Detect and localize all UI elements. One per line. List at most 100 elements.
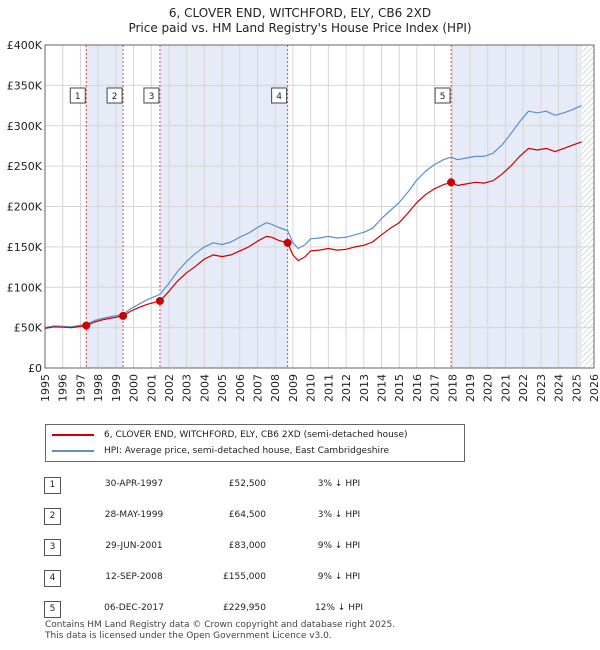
transaction-number: 5 (44, 601, 61, 618)
transaction-hpi-diff: 3% ↓ HPI (317, 510, 361, 520)
y-tick-label: £50K (14, 322, 43, 335)
legend-label-property: 6, CLOVER END, WITCHFORD, ELY, CB6 2XD (… (104, 430, 408, 440)
footer-licence: This data is licensed under the Open Gov… (45, 631, 332, 641)
x-tick-label: 2006 (234, 374, 247, 402)
x-tick-label: 2019 (464, 374, 477, 402)
axes: £0 £50K £100K £150K £200K £250K £300K £350K £400… (7, 39, 600, 402)
sale-marker (447, 178, 456, 187)
y-tick-label: £150K (7, 241, 43, 254)
x-tick-label: 2015 (393, 374, 406, 402)
x-tick-label: 2003 (181, 374, 194, 402)
y-tick-label: £300K (7, 120, 43, 133)
transaction-price: £155,000 (223, 572, 266, 582)
x-tick-label: 2002 (163, 374, 176, 402)
x-tick-label: 1996 (57, 374, 70, 402)
x-tick-label: 2025 (570, 374, 583, 402)
y-tick-label: £250K (7, 160, 43, 173)
sale-label-box (434, 87, 451, 104)
sale-marker (283, 238, 292, 247)
sale-label: 4 (276, 92, 282, 102)
sale-marker (119, 311, 128, 320)
x-tick-label: 2009 (287, 374, 300, 402)
transaction-number: 3 (44, 539, 61, 556)
chart-title: 6, CLOVER END, WITCHFORD, ELY, CB6 2XD P… (0, 6, 600, 36)
y-tick-label: £200K (7, 201, 43, 214)
transaction-number: 2 (44, 508, 61, 525)
transaction-price: £83,000 (228, 541, 266, 551)
sale-marker (155, 296, 164, 305)
sale-label: 2 (112, 92, 118, 102)
transaction-number: 1 (44, 477, 61, 494)
legend-swatch-property (52, 434, 94, 436)
y-tick-label: £100K (7, 281, 43, 294)
transaction-hpi-diff: 12% ↓ HPI (314, 603, 364, 613)
x-tick-label: 2010 (305, 374, 318, 402)
x-tick-label: 2020 (482, 374, 495, 402)
footer-copyright: Contains HM Land Registry data © Crown c… (45, 620, 396, 630)
transaction-price: £52,500 (228, 479, 266, 489)
transaction-price: £229,950 (223, 603, 266, 613)
x-tick-label: 2011 (322, 374, 335, 402)
x-tick-label: 1998 (92, 374, 105, 402)
transaction-price: £64,500 (228, 510, 266, 520)
x-tick-label: 2008 (269, 374, 282, 402)
table-row: 2 28-MAY-1999 £64,500 3% ↓ HPI (44, 506, 464, 525)
sale-markers (82, 178, 456, 330)
transaction-date: 06-DEC-2017 (104, 603, 164, 613)
table-row: 5 06-DEC-2017 £229,950 12% ↓ HPI (44, 599, 464, 618)
x-tick-label: 2024 (553, 374, 566, 402)
sale-label-box (143, 87, 160, 104)
sale-labels: 1 2 3 4 5 (69, 87, 451, 104)
transaction-date: 30-APR-1997 (104, 479, 164, 489)
sale-label-box (106, 87, 123, 104)
y-tick-label: £0 (28, 362, 42, 375)
x-tick-label: 2013 (358, 374, 371, 402)
x-tick-label: 2023 (535, 374, 548, 402)
x-tick-label: 2022 (517, 374, 530, 402)
x-tick-label: 1999 (110, 374, 123, 402)
hpi-line (44, 105, 582, 329)
sale-label: 1 (75, 92, 81, 102)
x-tick-label: 2000 (128, 374, 141, 402)
plot-frame (44, 44, 595, 369)
x-tick-label: 2018 (446, 374, 459, 402)
x-tick-label: 2007 (252, 374, 265, 402)
series-lines (44, 105, 582, 329)
chart-title-line2: Price paid vs. HM Land Registry's House … (128, 21, 472, 35)
y-tick-label: £350K (7, 79, 43, 92)
x-tick-label: 2021 (499, 374, 512, 402)
transaction-date: 28-MAY-1999 (104, 510, 164, 520)
x-tick-label: 2004 (198, 374, 211, 402)
transaction-hpi-diff: 3% ↓ HPI (317, 479, 361, 489)
sale-label-box (69, 87, 86, 104)
x-tick-label: 2014 (375, 374, 388, 402)
x-tick-label: 1995 (39, 374, 52, 402)
transaction-date: 29-JUN-2001 (105, 541, 163, 551)
table-row: 4 12-SEP-2008 £155,000 9% ↓ HPI (44, 568, 464, 587)
x-tick-label: 2017 (429, 374, 442, 402)
transaction-date: 12-SEP-2008 (105, 572, 163, 582)
transaction-number: 4 (44, 570, 61, 587)
sale-marker (82, 321, 91, 330)
sale-label: 3 (149, 92, 155, 102)
table-row: 1 30-APR-1997 £52,500 3% ↓ HPI (44, 475, 464, 494)
footer: Contains HM Land Registry data © Crown c… (45, 620, 395, 642)
legend-label-hpi: HPI: Average price, semi-detached house,… (104, 446, 389, 456)
x-tick-label: 2005 (216, 374, 229, 402)
x-tick-label: 1997 (74, 374, 87, 402)
sale-label-box (271, 87, 288, 104)
price-chart: 1 2 3 4 5 £0 £50K £100K £150K £200K £250K £300K £35… (7, 39, 600, 402)
legend: 6, CLOVER END, WITCHFORD, ELY, CB6 2XD (… (45, 424, 465, 462)
x-tick-label: 2026 (588, 374, 600, 402)
transaction-hpi-diff: 9% ↓ HPI (317, 572, 361, 582)
property-price-line (44, 141, 582, 329)
x-tick-label: 2012 (340, 374, 353, 402)
table-row: 3 29-JUN-2001 £83,000 9% ↓ HPI (44, 537, 464, 556)
chart-title-line1: 6, CLOVER END, WITCHFORD, ELY, CB6 2XD (168, 6, 432, 20)
x-tick-label: 2016 (411, 374, 424, 402)
y-tick-label: £400K (7, 39, 43, 52)
legend-swatch-hpi (52, 450, 94, 452)
sale-label: 5 (440, 92, 446, 102)
transaction-hpi-diff: 9% ↓ HPI (317, 541, 361, 551)
x-tick-label: 2001 (145, 374, 158, 402)
